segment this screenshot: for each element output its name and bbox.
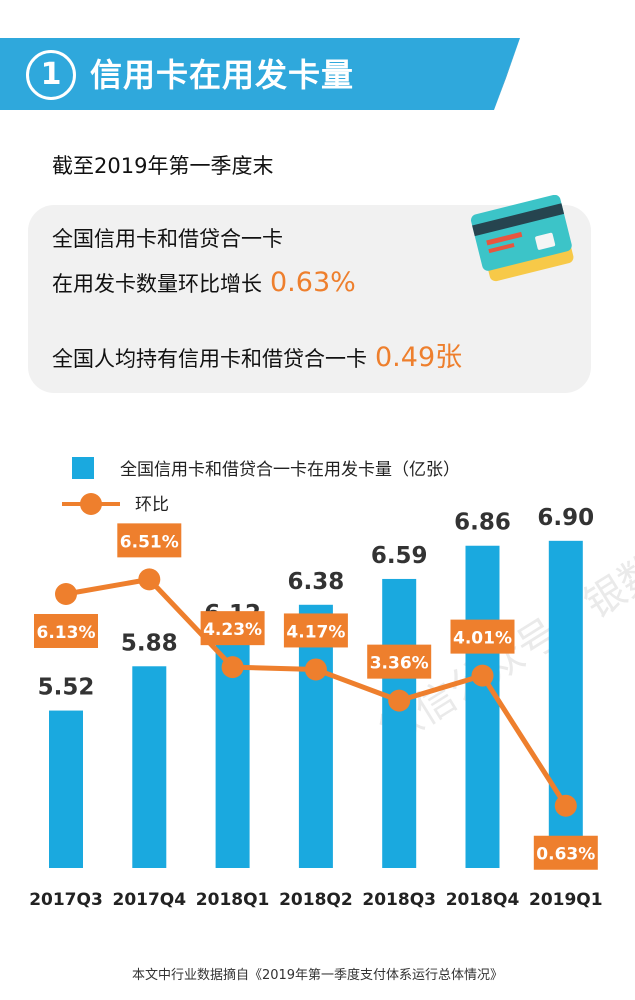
line-label-box xyxy=(283,613,348,648)
section-number-badge: 1 xyxy=(26,50,76,100)
line-point xyxy=(55,582,77,605)
x-tick-label: 2019Q1 xyxy=(529,890,603,910)
bar-value-label: 6.38 xyxy=(288,569,345,595)
bar-series: 5.525.886.126.386.596.866.90 xyxy=(38,505,594,868)
legend: 全国信用卡和借贷合一卡在用发卡量（亿张） 环比 xyxy=(62,457,460,515)
chart: 微信公众号：银数观卡 全国信用卡和借贷合一卡在用发卡量（亿张） 环比 5.525… xyxy=(29,457,635,910)
line-series: 6.13% 6.51% 4.23% 4.17% 3.36% 4.01% 0.63% xyxy=(34,523,598,870)
line-value-label: 4.23% xyxy=(203,620,262,640)
line-point xyxy=(304,658,327,681)
line-point xyxy=(471,664,494,687)
info-line-2-label: 在用发卡数量环比增长 xyxy=(52,272,262,296)
x-tick-label: 2018Q4 xyxy=(446,890,520,910)
line-label-box xyxy=(450,619,515,654)
bar-value-label: 5.88 xyxy=(121,630,178,656)
info-line-3-label: 全国人均持有信用卡和借贷合一卡 xyxy=(52,347,367,371)
bar-value-label: 5.52 xyxy=(38,675,95,701)
bar-value-label: 6.86 xyxy=(454,510,511,536)
bar-2018Q4 xyxy=(465,545,500,868)
line-point xyxy=(388,689,411,712)
line-value-label: 6.13% xyxy=(37,623,96,643)
info-box: 全国信用卡和借贷合一卡 在用发卡数量环比增长 0.63% 全国人均持有信用卡和借贷… xyxy=(28,205,591,393)
x-tick-label: 2018Q1 xyxy=(196,890,270,910)
x-tick-label: 2018Q3 xyxy=(362,890,436,910)
line-value-label: 0.63% xyxy=(536,845,595,865)
line-label-box xyxy=(117,523,182,558)
x-tick-label: 2017Q4 xyxy=(112,890,186,910)
line-value-label: 4.01% xyxy=(453,629,512,649)
bar-2018Q3 xyxy=(382,578,417,868)
bar-value-label: 6.90 xyxy=(537,505,594,531)
line-value-label: 3.36% xyxy=(370,654,429,674)
bar-value-label: 6.59 xyxy=(371,543,428,569)
info-line-1: 全国信用卡和借贷合一卡 xyxy=(52,227,283,251)
banner-shape xyxy=(0,38,520,110)
line-point xyxy=(221,656,244,679)
line-point xyxy=(138,568,161,591)
growth-value: 0.63% xyxy=(270,267,356,298)
subtitle: 截至2019年第一季度末 xyxy=(52,154,274,178)
line-point xyxy=(554,794,577,817)
x-tick-label: 2017Q3 xyxy=(29,890,103,910)
credit-card-icon xyxy=(470,195,574,282)
legend-bar-label: 全国信用卡和借贷合一卡在用发卡量（亿张） xyxy=(120,460,460,480)
x-tick-label: 2018Q2 xyxy=(279,890,353,910)
line-value-label: 4.17% xyxy=(286,622,345,642)
x-axis: 2017Q3 2017Q4 2018Q1 2018Q2 2018Q3 2018Q4 2019… xyxy=(29,890,602,910)
line-value-label: 6.51% xyxy=(120,532,179,552)
line-label-box xyxy=(367,644,432,679)
info-line-2: 在用发卡数量环比增长 0.63% xyxy=(52,267,356,298)
bar-2017Q3 xyxy=(49,710,83,868)
legend-line-marker xyxy=(80,493,102,515)
source-footnote: 本文中行业数据摘自《2019年第一季度支付体系运行总体情况》 xyxy=(131,968,504,983)
legend-line-label: 环比 xyxy=(135,495,169,515)
bar-2019Q1 xyxy=(548,540,583,868)
bar-2018Q2 xyxy=(298,604,333,868)
per-capita-value: 0.49张 xyxy=(375,342,463,373)
line-label-box xyxy=(200,611,265,646)
info-line-3: 全国人均持有信用卡和借贷合一卡 0.49张 xyxy=(52,335,462,374)
line-label-box xyxy=(533,835,598,870)
section-banner: 1 信用卡在用发卡量 xyxy=(0,38,520,110)
line-label-box xyxy=(34,613,98,648)
bar-2017Q4 xyxy=(132,666,167,868)
legend-bar-swatch xyxy=(72,457,94,479)
section-title: 信用卡在用发卡量 xyxy=(90,56,355,94)
